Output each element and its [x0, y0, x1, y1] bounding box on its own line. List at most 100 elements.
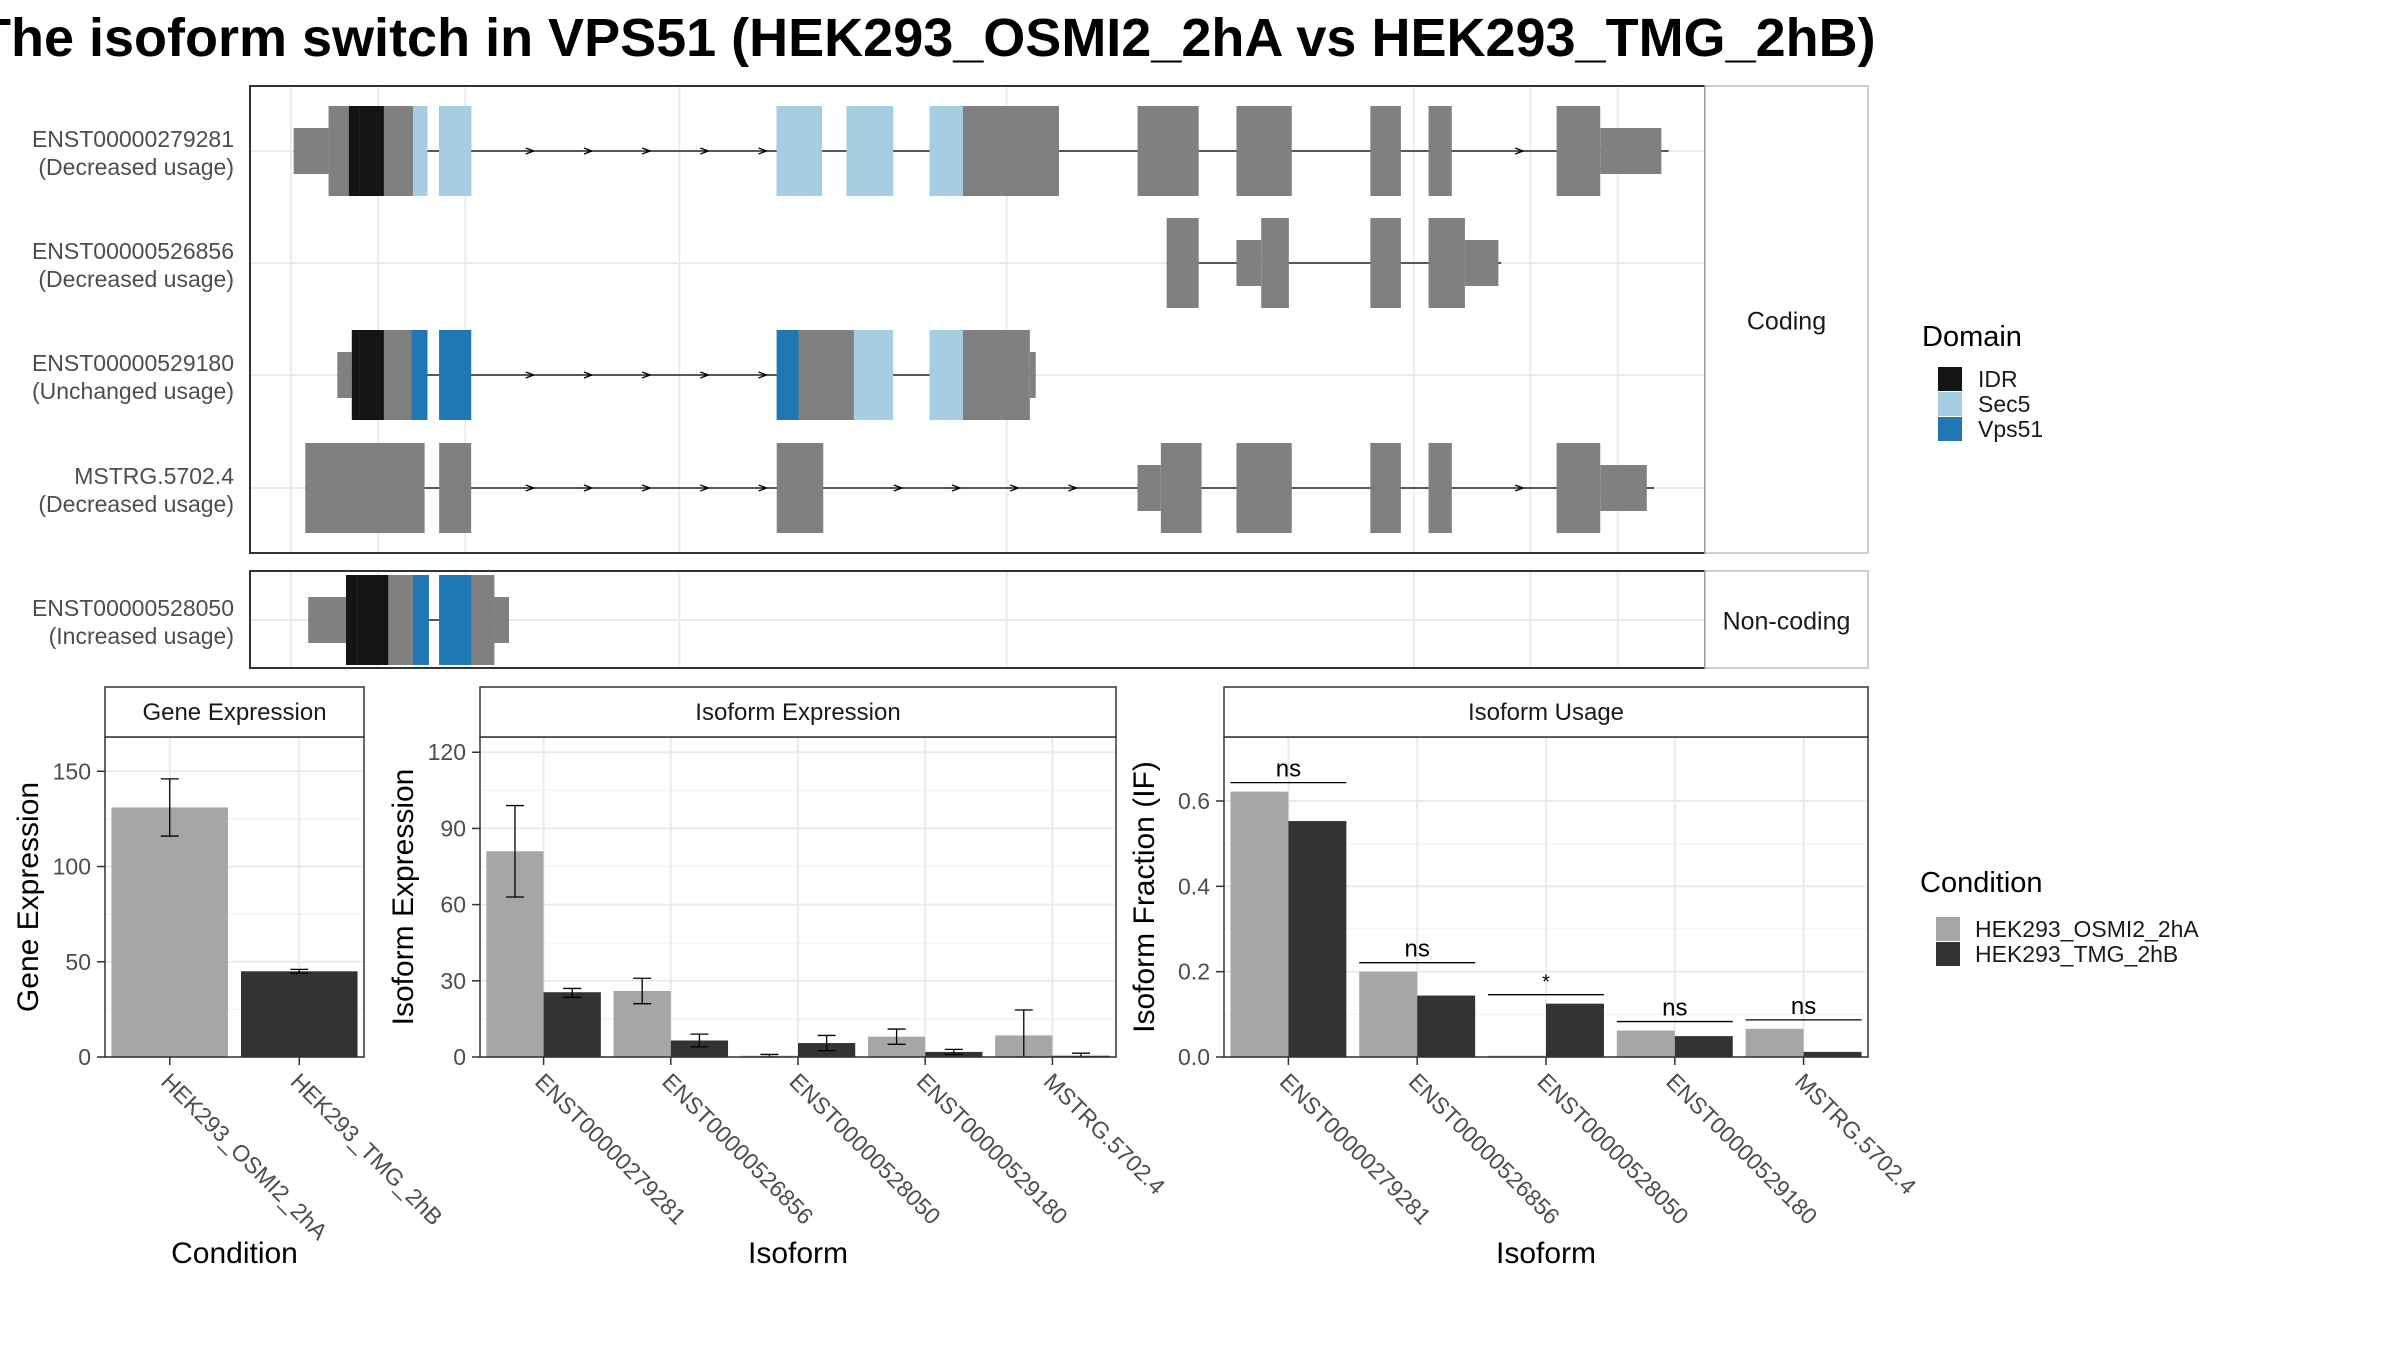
- domain-sec5-block: [776, 106, 822, 196]
- facet-strip: [1704, 85, 1869, 554]
- strand-arrow: [641, 484, 652, 492]
- bar: [1616, 1030, 1675, 1057]
- y-tick-label: 30: [440, 968, 466, 994]
- facet-label: Coding: [1747, 308, 1826, 336]
- domain-idr-block: [357, 575, 389, 665]
- bar: [1230, 791, 1289, 1057]
- figure-title: The isoform switch in VPS51 (HEK293_OSMI…: [0, 8, 1876, 68]
- transcript-usage-label: (Decreased usage): [38, 154, 234, 180]
- y-axis-title: Gene Expression: [12, 782, 45, 1012]
- transcript-id-label: ENST00000529180: [32, 350, 234, 376]
- bar: [543, 992, 601, 1057]
- strand-arrow: [1514, 147, 1525, 155]
- domain-sec5-block: [846, 106, 894, 196]
- y-tick-label: 0: [453, 1044, 466, 1070]
- coding-exon: [1370, 106, 1401, 196]
- strand-arrow: [1010, 484, 1021, 492]
- bar: [240, 971, 358, 1057]
- bar: [1359, 971, 1418, 1057]
- transcript-usage-label: (Increased usage): [49, 623, 234, 649]
- coding-exon: [1428, 218, 1465, 308]
- x-tick-label: MSTRG.5702.4: [1039, 1068, 1171, 1200]
- chart-title-strip: [1223, 686, 1869, 738]
- x-axis-title: Isoform: [1496, 1237, 1596, 1270]
- domain-vps51-block: [776, 330, 799, 420]
- domain-sec5-block: [853, 330, 894, 420]
- y-tick-label: 150: [53, 758, 91, 784]
- y-tick-label: 0.0: [1178, 1044, 1210, 1070]
- coding-exon: [776, 443, 824, 533]
- domain-idr-block: [351, 330, 360, 420]
- x-tick-label: MSTRG.5702.4: [1790, 1068, 1922, 1200]
- transcript-usage-label: (Unchanged usage): [32, 378, 234, 404]
- utr-exon: [293, 128, 329, 174]
- strand-arrow: [525, 147, 536, 155]
- strand-arrow: [758, 484, 769, 492]
- bar: [867, 1036, 926, 1057]
- y-tick-label: 0.2: [1178, 959, 1210, 985]
- utr-exon: [1029, 352, 1036, 398]
- coding-exon: [1370, 218, 1401, 308]
- strand-arrow: [951, 484, 962, 492]
- domain-sec5-block: [439, 106, 472, 196]
- coding-exon: [1556, 443, 1601, 533]
- coding-exon: [1261, 218, 1289, 308]
- bar: [1417, 995, 1476, 1057]
- transcript-id-label: ENST00000279281: [32, 126, 234, 152]
- transcript-id-label: MSTRG.5702.4: [74, 463, 234, 489]
- y-tick-label: 0.6: [1178, 788, 1210, 814]
- strand-arrow: [583, 484, 594, 492]
- domain-idr-block: [359, 330, 384, 420]
- chart-title-strip: [479, 686, 1117, 738]
- facet-strip: [1704, 570, 1869, 669]
- coding-exon: [1556, 106, 1601, 196]
- legend-swatch-condition: [1936, 917, 1960, 941]
- strand-arrow: [700, 484, 711, 492]
- utr-exon: [337, 352, 352, 398]
- y-tick-label: 0: [78, 1044, 91, 1070]
- coding-exon: [305, 443, 425, 533]
- strand-arrow: [583, 147, 594, 155]
- x-axis-title: Condition: [171, 1237, 298, 1270]
- domain-sec5-block: [412, 106, 428, 196]
- significance-label: *: [1542, 972, 1550, 994]
- domain-vps51-block: [412, 575, 429, 665]
- significance-label: ns: [1662, 995, 1687, 1022]
- coding-exon: [439, 443, 472, 533]
- coding-exon: [1428, 443, 1452, 533]
- bar: [1288, 821, 1347, 1057]
- domain-idr-block: [346, 575, 358, 665]
- chart-title: Isoform Usage: [1468, 699, 1624, 726]
- coding-exon: [1370, 443, 1401, 533]
- bar: [1745, 1028, 1804, 1057]
- y-axis-title: Isoform Expression: [387, 769, 420, 1026]
- y-tick-label: 120: [428, 739, 466, 765]
- coding-exon: [1160, 443, 1202, 533]
- chart-title: Isoform Expression: [695, 699, 900, 726]
- strand-arrow: [1068, 484, 1079, 492]
- coding-exon: [1137, 106, 1199, 196]
- strand-arrow: [700, 147, 711, 155]
- legend-swatch-vps51: [1938, 417, 1962, 441]
- strand-arrow: [525, 371, 536, 379]
- domain-idr-block: [359, 106, 384, 196]
- strand-arrow: [700, 371, 711, 379]
- utr-exon: [494, 597, 509, 643]
- bar: [670, 1040, 729, 1057]
- utr-exon: [1600, 128, 1662, 174]
- legend-swatch-sec5: [1938, 392, 1962, 416]
- legend-label-condition: HEK293_OSMI2_2hA: [1975, 916, 2199, 942]
- significance-label: ns: [1791, 993, 1816, 1020]
- bar: [1674, 1036, 1733, 1057]
- utr-exon: [1600, 465, 1647, 511]
- bar: [1546, 1003, 1604, 1057]
- y-tick-label: 90: [440, 815, 466, 841]
- transcript-usage-label: (Decreased usage): [38, 491, 234, 517]
- transcript-usage-label: (Decreased usage): [38, 266, 234, 292]
- domain-sec5-block: [929, 106, 963, 196]
- legend-label-idr: IDR: [1978, 366, 2018, 392]
- utr-exon: [1137, 465, 1161, 511]
